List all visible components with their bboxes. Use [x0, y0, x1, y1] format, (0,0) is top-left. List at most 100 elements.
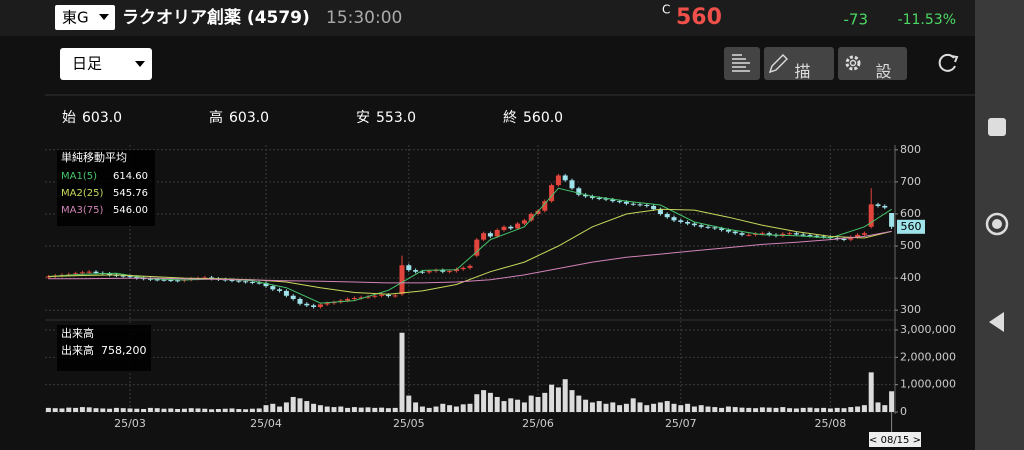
candle-body — [685, 221, 691, 224]
volume-bar — [440, 403, 446, 412]
candle-body — [671, 217, 677, 221]
ma-line — [48, 230, 892, 284]
candle-body — [440, 270, 446, 272]
volume-bar — [569, 390, 575, 412]
x-tick-label: 25/07 — [665, 417, 697, 430]
ohlc-value: 603.0 — [229, 110, 269, 126]
candle-body — [508, 226, 514, 229]
volume-bar — [215, 408, 221, 412]
candle-body — [583, 194, 589, 197]
volume-bar — [311, 403, 317, 412]
volume-bar — [236, 408, 242, 412]
settings-bg — [838, 47, 907, 80]
volume-bar — [52, 408, 58, 412]
volume-bar — [821, 407, 827, 412]
candle-body — [841, 238, 847, 240]
volume-tick-label: 2,000,000 — [900, 350, 956, 363]
volume-bar — [623, 403, 629, 412]
candle-body — [297, 298, 303, 304]
candle-body — [134, 276, 140, 279]
candle-body — [229, 280, 235, 282]
volume-legend-name: 出来高 — [61, 343, 94, 357]
exchange-select[interactable] — [55, 5, 115, 30]
volume-bar — [304, 401, 310, 412]
volume-bar — [800, 407, 806, 412]
volume-bar — [739, 407, 745, 412]
price-tag — [897, 219, 925, 234]
refresh-icon[interactable] — [938, 53, 956, 72]
volume-bar — [596, 401, 602, 412]
candle-body — [868, 204, 874, 227]
volume-bar — [855, 406, 861, 412]
draw-bg — [764, 47, 834, 80]
volume-bar — [746, 407, 752, 412]
candle-body — [623, 201, 629, 204]
volume-bar — [290, 396, 296, 412]
volume-bar — [107, 408, 113, 412]
cursor-label: < 08/15 > — [869, 435, 921, 446]
nav-back[interactable] — [989, 312, 1004, 332]
gear-hub — [849, 59, 857, 67]
change-pct: -11.53% — [898, 12, 956, 28]
volume-bar — [889, 391, 895, 412]
close-marker: C — [662, 3, 670, 17]
candle-body — [93, 271, 99, 273]
volume-bar — [766, 407, 772, 412]
candle-body — [209, 277, 215, 279]
volume-bar — [576, 395, 582, 412]
volume-legend-box — [57, 325, 151, 371]
ma-legend-value: 545.76 — [113, 188, 148, 199]
volume-bar — [691, 406, 697, 412]
volume-bar — [521, 402, 527, 412]
candle-body — [379, 294, 385, 296]
candle-body — [569, 180, 575, 189]
candle-body — [311, 305, 317, 307]
candle-body — [161, 279, 167, 281]
candle-body — [127, 276, 133, 278]
nav-home[interactable] — [985, 212, 1009, 236]
volume-bar — [610, 402, 616, 412]
candle-body — [467, 265, 473, 268]
volume-bar — [882, 405, 888, 412]
volume-bar — [256, 408, 262, 412]
volume-bar — [66, 407, 72, 412]
draw-button[interactable]: 描画 — [764, 47, 834, 103]
volume-bar — [399, 332, 405, 412]
volume-bar — [508, 398, 514, 412]
ohlc-value: 560.0 — [523, 110, 563, 126]
volume-bar — [725, 406, 731, 412]
period-select[interactable] — [60, 48, 152, 80]
price: 560 — [676, 5, 722, 30]
volume-bar — [542, 392, 548, 412]
volume-bar — [120, 408, 126, 412]
volume-bar — [827, 408, 833, 412]
ma-legend-name: MA2(25) — [61, 188, 103, 199]
volume-bar — [481, 390, 487, 412]
volume-bar — [419, 406, 425, 412]
ma-legend-value: 546.00 — [113, 205, 148, 216]
settings-button[interactable]: 設定 — [838, 47, 907, 103]
dropdown-arrow — [135, 61, 145, 67]
volume-bar — [637, 402, 643, 412]
ma-legend-title: 単純移動平均 — [61, 150, 127, 164]
volume-bar — [358, 407, 364, 412]
x-tick-label: 25/06 — [522, 417, 554, 430]
candle-body — [664, 213, 670, 218]
volume-bar — [583, 399, 589, 412]
nav-recent[interactable] — [988, 118, 1006, 136]
candle-body — [848, 237, 854, 240]
list-icon — [732, 54, 750, 72]
candle-body — [719, 228, 725, 230]
volume-bar — [195, 408, 201, 412]
x-tick-label: 25/08 — [815, 417, 847, 430]
candle-body — [610, 199, 616, 202]
y-tick-label: 300 — [900, 303, 921, 316]
candle-body — [637, 204, 643, 206]
volume-bar — [759, 407, 765, 412]
candle-body — [494, 230, 500, 237]
candle-body — [107, 273, 113, 275]
candle-body — [406, 265, 412, 271]
candle-body — [447, 271, 453, 273]
gear-icon — [845, 55, 861, 71]
dropdown-arrow — [99, 14, 109, 20]
